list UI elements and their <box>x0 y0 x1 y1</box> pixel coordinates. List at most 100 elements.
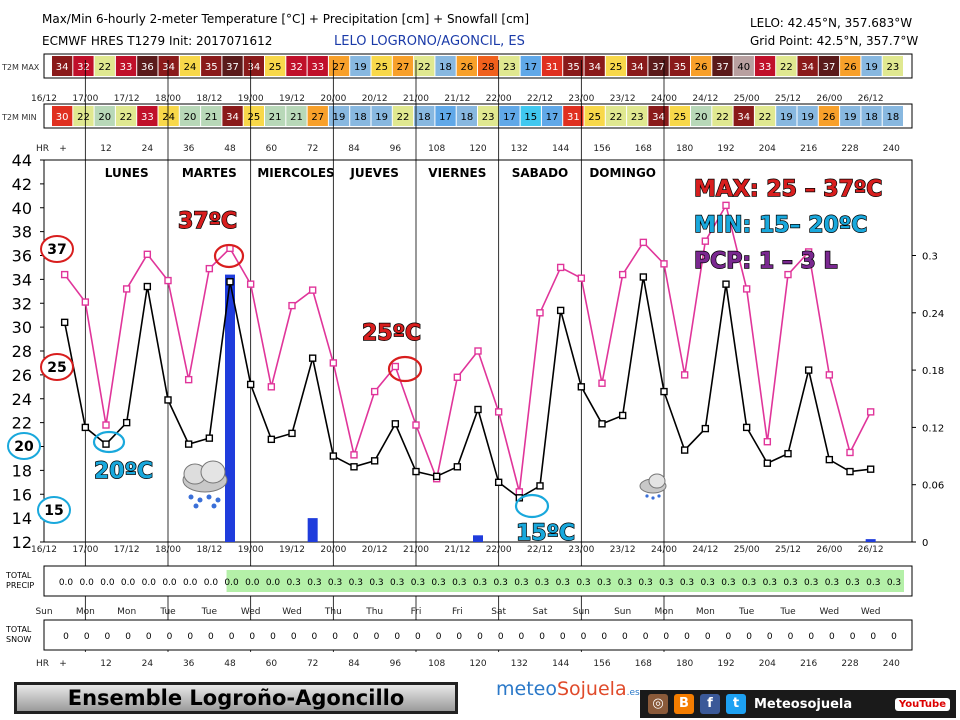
t2m-max-cell <box>691 56 712 76</box>
total-precip-value: 0.3 <box>411 578 425 588</box>
total-snow-value: 0 <box>436 632 442 642</box>
t2m-max-value: 25 <box>269 62 282 73</box>
t2m-min-cell <box>158 106 179 126</box>
min-temp-point <box>350 463 358 471</box>
y2-tick-label: 0.24 <box>922 309 944 320</box>
max-temp-point <box>246 280 255 288</box>
bottom-hour-label: 204 <box>759 659 776 669</box>
bottom-hour-label: 84 <box>348 659 360 669</box>
facebook-icon[interactable]: f <box>700 694 720 714</box>
t2m-max-value: 37 <box>652 62 665 73</box>
min-temp-point <box>784 449 792 458</box>
day-section-label: VIERNES <box>428 166 486 180</box>
meteogram: 34 32 22 33 36 34 24 35 37 34 25 32 33 27 19 25 27 22 18 26… <box>1 53 944 669</box>
total-snow-label: TOTAL <box>5 625 32 634</box>
t2m-max-value: 34 <box>588 62 601 73</box>
t2m-min-cell <box>392 106 414 126</box>
total-precip-value: 0.3 <box>804 578 818 588</box>
strip-date-label: 25/12 <box>775 94 801 104</box>
summary-max-annotation: MAX: 25 – 37ºC <box>694 177 882 202</box>
t2m-max-value: 32 <box>290 62 303 73</box>
peak-37-label: 37ºC <box>178 209 237 234</box>
t2m-min-cell <box>328 106 350 126</box>
t2m-max-value: 33 <box>311 62 324 73</box>
t2m-max-cell <box>243 56 264 76</box>
total-precip-value: 0.0 <box>162 578 177 588</box>
t2m-max-value: 34 <box>801 62 814 73</box>
t2m-min-value: 18 <box>886 112 899 123</box>
twitter-icon[interactable]: t <box>726 694 746 714</box>
max-temp-point <box>205 264 214 273</box>
min-temp-point <box>556 306 565 315</box>
min-temp-point <box>370 457 379 465</box>
total-snow-value: 0 <box>270 632 276 642</box>
precip-bar <box>307 518 318 542</box>
top-hour-label: 192 <box>717 144 734 154</box>
youtube-icon[interactable]: YouTube <box>894 697 950 711</box>
t2m-max-cell <box>52 56 73 76</box>
t2m-min-value: 20 <box>98 112 111 123</box>
t2m-max-cell <box>584 56 605 76</box>
min-temp-point <box>391 420 400 428</box>
t2m-max-value: 37 <box>823 62 836 73</box>
t2m-max-value: 22 <box>98 62 111 73</box>
total-snow-value: 0 <box>829 632 835 642</box>
axis-20-ring <box>7 432 41 460</box>
total-snow-value: 0 <box>249 632 255 642</box>
min-temp-point <box>143 282 152 291</box>
total-precip-value: 0.3 <box>390 578 404 588</box>
bottom-hour-label: 132 <box>511 659 528 669</box>
total-snow-value: 0 <box>63 632 69 642</box>
plot-date-label: 22/00 <box>486 545 512 555</box>
strip-date-label: 26/00 <box>816 94 842 104</box>
y2-tick-label: 0.12 <box>922 423 944 434</box>
max-temp-point <box>412 421 420 429</box>
t2m-min-cell <box>307 106 328 126</box>
y-tick-label: 12 <box>12 533 32 552</box>
total-snow-value: 0 <box>498 632 504 642</box>
strip-date-label: 24/12 <box>692 94 718 104</box>
social-handle[interactable]: Meteosojuela <box>754 696 853 712</box>
blogger-icon[interactable]: B <box>674 694 694 714</box>
max-temp-point <box>308 286 317 294</box>
t2m-min-value: 31 <box>567 112 580 123</box>
light-rain-cloud-icon <box>639 473 667 500</box>
day-name-label: Mon <box>117 607 136 617</box>
instagram-icon[interactable]: ◎ <box>648 694 668 714</box>
total-precip-value: 0.0 <box>224 578 239 588</box>
strip-date-label: 23/12 <box>610 94 636 104</box>
plot-date-label: 21/12 <box>444 545 470 555</box>
min-temp-line <box>63 276 871 499</box>
t2m-max-value: 26 <box>460 62 473 73</box>
t2m-max-value: 27 <box>397 62 410 73</box>
total-precip-value: 0.3 <box>659 578 673 588</box>
max-temp-point <box>81 298 90 306</box>
t2m-min-value: 23 <box>631 112 644 123</box>
day-name-label: Sun <box>35 607 52 617</box>
t2m-min-cell <box>201 106 222 126</box>
min-temp-point <box>267 435 276 444</box>
day-name-label: Sun <box>614 607 631 617</box>
t2m-min-cell <box>52 106 73 126</box>
t2m-max-cell <box>818 56 840 76</box>
total-snow-value: 0 <box>84 632 90 642</box>
total-snow-value: 0 <box>788 632 794 642</box>
t2m-min-value: 34 <box>652 112 665 123</box>
t2m-max-value: 32 <box>77 62 90 73</box>
meteosojuela-logo[interactable]: meteoSojuela.es <box>496 678 640 700</box>
t2m-max-value: 25 <box>375 62 388 73</box>
strip-date-label: 17/00 <box>72 94 98 104</box>
t2m-max-cell <box>179 56 201 76</box>
t2m-min-cell <box>818 106 840 126</box>
max-temp-line <box>64 203 872 493</box>
total-snow-value: 0 <box>477 632 483 642</box>
top-hour-label: 240 <box>883 144 900 154</box>
top-hour-label: 144 <box>552 144 569 154</box>
total-snow-value: 0 <box>891 632 897 642</box>
max-temp-point <box>660 260 668 268</box>
max-temp-point <box>763 438 772 446</box>
plot-date-label: 18/00 <box>155 545 181 555</box>
total-precip-value: 0.3 <box>845 578 859 588</box>
t2m-min-value: 19 <box>780 112 793 123</box>
t2m-min-value: 25 <box>588 112 601 123</box>
